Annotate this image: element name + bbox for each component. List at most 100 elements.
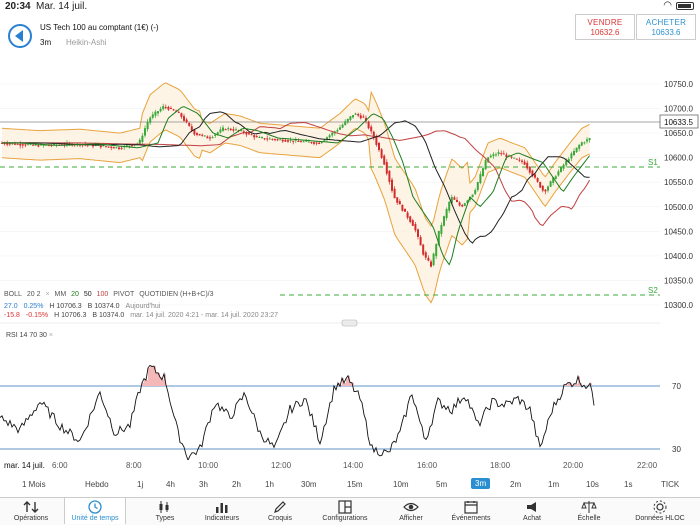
candle-body xyxy=(544,189,547,192)
mm-label[interactable]: MM xyxy=(54,291,67,298)
candle-body xyxy=(105,146,107,148)
status-time: 20:34 xyxy=(5,1,31,12)
interval-10s[interactable]: 10s xyxy=(586,480,599,489)
sell-button[interactable]: VENDRE 10632.6 xyxy=(575,14,635,40)
candle-body xyxy=(297,141,300,143)
interval-2m[interactable]: 2m xyxy=(510,480,522,489)
bollinger-band-fill xyxy=(2,82,590,303)
pivot-label[interactable]: PIVOT xyxy=(113,291,135,298)
candle-body xyxy=(515,158,518,160)
toolbar-hloc-data[interactable]: Données HLOC xyxy=(627,500,693,522)
toolbar-label: Configurations xyxy=(322,515,368,522)
candle-body xyxy=(268,138,271,140)
candle-body xyxy=(326,137,328,140)
mm-period-100: 100 xyxy=(96,291,109,298)
candle-body xyxy=(34,144,37,146)
interval-30m[interactable]: 30m xyxy=(301,480,317,489)
candle-body xyxy=(367,121,370,129)
candle-body xyxy=(219,129,222,133)
toolbar-scale[interactable]: Échelle xyxy=(558,500,620,522)
candle-body xyxy=(185,119,188,123)
candle-body xyxy=(378,142,380,151)
toolbar-indicators[interactable]: Indicateurs xyxy=(191,500,253,522)
candle-body xyxy=(359,115,362,119)
candle-body xyxy=(37,145,40,147)
toolbar-buy[interactable]: Achat xyxy=(501,500,563,522)
interval-1s[interactable]: 1s xyxy=(624,480,633,489)
price-axis: 10750.0 10700.0 10650.0 10600.0 10550.0 10500… xyxy=(664,80,693,310)
current-price-label: 10633.5 xyxy=(664,118,693,127)
time-tick: 22:00 xyxy=(637,461,658,470)
candle-body xyxy=(409,216,412,222)
toolbar-configurations[interactable]: Configurations xyxy=(314,500,376,522)
candle-body xyxy=(47,145,50,147)
interval-1m[interactable]: 1m xyxy=(548,480,560,489)
interval-2h[interactable]: 2h xyxy=(232,480,241,489)
time-tick: 14:00 xyxy=(343,461,364,470)
candle-body xyxy=(461,205,464,207)
stats-row-range: -15.8 -0.15% H 10706.3 B 10374.0 mar. 14… xyxy=(4,311,282,320)
candle-body xyxy=(180,113,183,117)
interval-tick[interactable]: TICK xyxy=(661,480,680,489)
candle-body xyxy=(466,200,469,203)
boll-close-icon[interactable]: × xyxy=(45,291,50,298)
candle-body xyxy=(214,134,217,136)
indicator-legend: BOLL 20 2 × MM 20 50 100 PIVOT QUOTIDIEN… xyxy=(4,291,217,298)
ma50-line xyxy=(2,111,590,244)
buy-button[interactable]: ACHETER 10633.6 xyxy=(636,14,696,40)
interval-3h[interactable]: 3h xyxy=(199,480,208,489)
toolbar-types[interactable]: Types xyxy=(134,500,196,522)
toolbar-label: Données HLOC xyxy=(635,515,685,522)
interval-1h[interactable]: 1h xyxy=(265,480,274,489)
chart-type-label: Heikin-Ashi xyxy=(66,38,107,47)
candle-body xyxy=(453,197,456,200)
status-date: Mar. 14 juil. xyxy=(36,1,88,12)
mm-period-20: 20 xyxy=(71,291,79,298)
candle-body xyxy=(141,135,144,142)
candle-body xyxy=(588,138,591,141)
toolbar-sketch[interactable]: Croquis xyxy=(249,500,311,522)
interval-1d[interactable]: 1j xyxy=(137,480,144,489)
interval-15m[interactable]: 15m xyxy=(347,480,363,489)
candle-body xyxy=(172,109,175,111)
candle-body xyxy=(263,138,266,140)
toolbar-events[interactable]: Événements xyxy=(440,500,502,522)
candle-body xyxy=(14,143,16,145)
rsi-close-icon[interactable]: × xyxy=(48,332,53,339)
candle-body xyxy=(206,136,209,139)
interval-4h[interactable]: 4h xyxy=(166,480,175,489)
candle-body xyxy=(261,137,263,139)
time-axis: mar. 14 juil. 6:00 8:00 10:00 12:00 14:0… xyxy=(0,458,700,472)
candle-body xyxy=(115,147,118,149)
candle-body xyxy=(354,113,357,115)
candle-body xyxy=(469,197,471,200)
stats-panel: 27.0 0.25% H 10706.3 B 10374.0 Aujourd'h… xyxy=(4,302,282,320)
time-tick: 20:00 xyxy=(563,461,584,470)
candle-body xyxy=(526,162,529,169)
rsi-label[interactable]: RSI xyxy=(6,332,18,339)
candle-body xyxy=(578,144,581,149)
candle-body xyxy=(209,137,211,139)
toolbar-display[interactable]: Afficher xyxy=(380,500,442,522)
price-chart[interactable]: 10750.0 10700.0 10650.0 10600.0 10550.0 10500… xyxy=(0,44,700,460)
back-button[interactable] xyxy=(8,24,32,48)
candle-body xyxy=(248,133,250,135)
toolbar-time-unit[interactable]: Unité de temps xyxy=(64,498,126,524)
candle-body xyxy=(310,142,313,144)
interval-1-month[interactable]: 1 Mois xyxy=(22,480,46,489)
boll-label[interactable]: BOLL xyxy=(4,291,22,298)
interval-weekly[interactable]: Hebdo xyxy=(85,480,109,489)
candle-body xyxy=(232,129,235,131)
interval-5m[interactable]: 5m xyxy=(436,480,448,489)
interval-3m[interactable]: 3m xyxy=(471,478,491,489)
candle-body xyxy=(365,117,367,121)
change-percent: -0.15% xyxy=(25,312,49,319)
candle-body xyxy=(396,197,399,203)
candle-body xyxy=(196,133,198,135)
candle-body xyxy=(255,136,258,138)
candle-body xyxy=(27,144,29,146)
price-tick-label: 10300.0 xyxy=(664,301,693,310)
interval-10m[interactable]: 10m xyxy=(393,480,409,489)
time-tick: 12:00 xyxy=(271,461,292,470)
toolbar-operations[interactable]: Opérations xyxy=(0,500,62,522)
